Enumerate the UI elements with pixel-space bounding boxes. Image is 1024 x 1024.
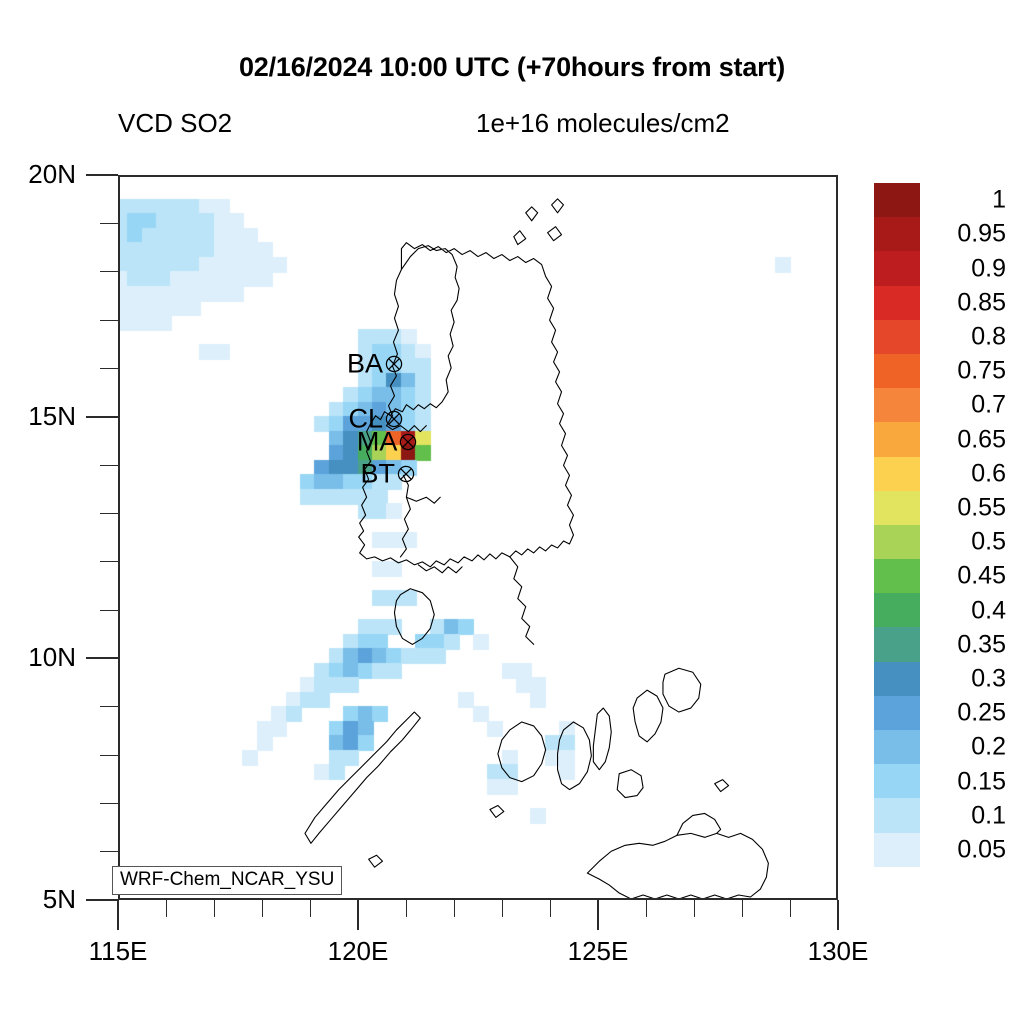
circle-x-icon[interactable]: [385, 354, 404, 373]
colorbar-tick-label: 0.5: [971, 527, 1006, 556]
circle-x-icon[interactable]: [399, 432, 418, 451]
x-axis-minor-tick: [213, 900, 215, 917]
colorbar-tick-label: 0.35: [957, 630, 1006, 659]
colorbar-band-5: [874, 353, 920, 389]
x-axis-label: 120E: [327, 936, 389, 966]
y-axis-minor-tick: [100, 464, 118, 466]
x-axis-minor-tick: [645, 900, 647, 917]
model-watermark: WRF-Chem_NCAR_YSU: [112, 866, 343, 895]
colorbar-labels: 1 0.95 0.9 0.85 0.8 0.75 0.7 0.65 0.6 0.55 0.5 0.45…: [926, 183, 1018, 867]
colorbar-tick-label: 0.25: [957, 698, 1006, 727]
colorbar-band-13: [874, 627, 920, 662]
x-axis-minor-tick: [405, 900, 407, 917]
x-axis-major-tick: [837, 900, 839, 930]
y-axis-minor-tick: [100, 802, 118, 804]
colorbar-band-10: [874, 524, 920, 560]
colorbar-tick-label: 0.7: [971, 390, 1006, 419]
station-label-ma: MA: [356, 426, 398, 457]
colorbar-tick-label: 0.4: [971, 596, 1006, 624]
colorbar-band-11: [874, 559, 920, 594]
colorbar-tick-label: 0.15: [957, 767, 1006, 795]
colorbar-band-1: [874, 217, 920, 252]
x-axis-major-tick: [357, 900, 359, 930]
colorbar-tick-label: 0.8: [971, 322, 1006, 351]
colorbar-tick-label: 0.85: [957, 288, 1006, 317]
colorbar-tick-label: 0.45: [957, 561, 1006, 590]
y-axis-major-tick: [86, 657, 118, 660]
coastline-overlay: [304, 198, 769, 898]
y-axis-minor-tick: [100, 271, 118, 273]
colorbar[interactable]: [874, 183, 920, 867]
y-axis-major-tick: [86, 174, 118, 176]
station-label-bt: BT: [360, 458, 395, 489]
x-axis-label: 115E: [88, 936, 148, 966]
y-axis-minor-tick: [100, 512, 118, 514]
variable-label: VCD SO2: [118, 108, 233, 138]
x-axis-minor-tick: [309, 900, 311, 917]
station-label-ba: BA: [346, 348, 383, 378]
colorbar-band-6: [874, 388, 920, 423]
units-label: 1e+16 molecules/cm2: [476, 108, 730, 138]
y-axis-label: 5N: [42, 884, 76, 914]
colorbar-band-12: [874, 593, 920, 628]
circle-x-icon[interactable]: [397, 464, 416, 483]
colorbar-band-17: [874, 764, 920, 799]
page-title: 02/16/2024 10:00 UTC (+70hours from star…: [238, 52, 786, 82]
colorbar-tick-label: 0.05: [957, 835, 1006, 864]
y-axis-label: 15N: [28, 400, 76, 431]
y-axis-minor-tick: [100, 851, 118, 853]
x-axis-major-tick: [597, 900, 599, 930]
colorbar-tick-label: 0.3: [971, 664, 1006, 693]
map-plot-area[interactable]: [118, 175, 838, 900]
x-axis-minor-tick: [741, 900, 743, 917]
x-axis-label: 125E: [567, 936, 629, 966]
colorbar-band-4: [874, 319, 920, 354]
colorbar-tick-label: 1: [992, 185, 1006, 214]
colorbar-band-19: [874, 832, 920, 867]
colorbar-tick-label: 0.95: [957, 219, 1006, 248]
y-axis-major-tick: [86, 415, 118, 418]
x-axis-minor-tick: [549, 900, 551, 917]
y-axis-major-tick: [86, 899, 118, 901]
y-axis-minor-tick: [100, 609, 118, 611]
y-axis-minor-tick: [100, 754, 118, 756]
colorbar-tick-label: 0.1: [971, 801, 1006, 830]
colorbar-band-2: [874, 251, 920, 286]
colorbar-tick-label: 0.75: [957, 356, 1006, 385]
colorbar-tick-label: 0.55: [957, 493, 1006, 522]
y-axis-minor-tick: [100, 367, 118, 369]
colorbar-band-18: [874, 798, 920, 833]
so2-heatmap-canvas: [120, 177, 836, 898]
y-axis-minor-tick: [100, 222, 118, 224]
colorbar-band-15: [874, 695, 920, 730]
station-label-cl: CL: [348, 403, 383, 434]
x-axis-minor-tick: [501, 900, 503, 917]
colorbar-band-14: [874, 661, 920, 696]
colorbar-tick-label: 0.65: [957, 425, 1006, 453]
circle-x-icon[interactable]: [385, 410, 404, 429]
y-axis-minor-tick: [100, 706, 118, 708]
y-axis-minor-tick: [100, 561, 118, 563]
y-axis-minor-tick: [100, 319, 118, 321]
x-axis-major-tick: [117, 900, 119, 930]
x-axis-minor-tick: [453, 900, 455, 917]
x-axis-minor-tick: [261, 900, 263, 917]
colorbar-band-3: [874, 285, 920, 320]
colorbar-band-0: [874, 183, 920, 218]
colorbar-band-8: [874, 456, 920, 491]
x-axis-minor-tick: [789, 900, 791, 917]
colorbar-band-7: [874, 422, 920, 457]
x-axis-minor-tick: [693, 900, 695, 917]
x-axis-minor-tick: [165, 900, 167, 917]
y-axis-label: 20N: [28, 159, 76, 189]
colorbar-tick-label: 0.2: [971, 732, 1006, 761]
colorbar-band-9: [874, 490, 920, 525]
colorbar-band-16: [874, 730, 920, 765]
x-axis-label: 130E: [807, 936, 869, 966]
colorbar-tick-label: 0.9: [971, 254, 1006, 282]
colorbar-tick-label: 0.6: [971, 459, 1006, 488]
y-axis-label: 10N: [28, 642, 76, 673]
